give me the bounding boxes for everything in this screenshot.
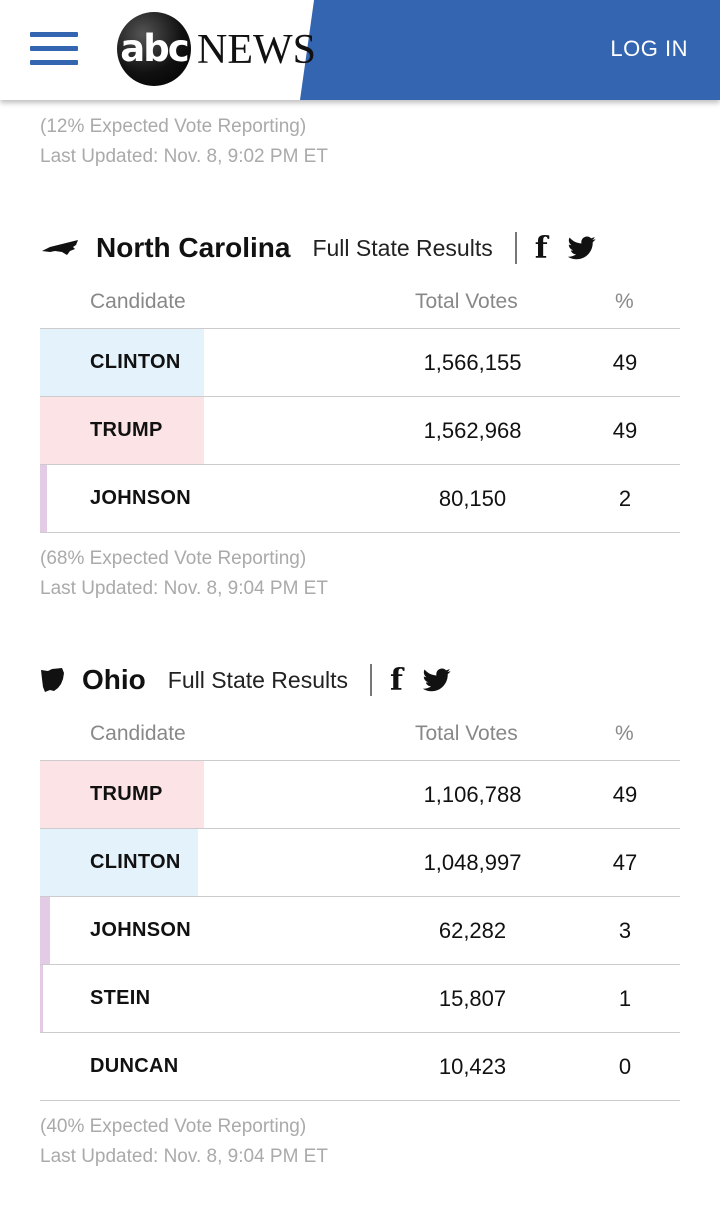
total-votes-header: Total Votes — [415, 722, 518, 745]
candidate-name: CLINTON — [90, 851, 181, 873]
abc-logo-circle: abc — [117, 12, 191, 86]
header-blue-panel-solid — [420, 0, 720, 100]
candidate-name: CLINTON — [90, 351, 181, 373]
last-updated-text: Last Updated: Nov. 8, 9:02 PM ET — [40, 146, 328, 167]
candidate-header: Candidate — [90, 290, 186, 313]
reporting-text: (12% Expected Vote Reporting) — [40, 116, 307, 137]
menu-icon[interactable] — [30, 32, 78, 66]
north-carolina-shape-icon — [42, 240, 78, 255]
twitter-icon[interactable] — [567, 236, 596, 260]
table-row: STEIN 15,807 1 — [40, 965, 680, 1033]
candidate-header: Candidate — [90, 722, 186, 745]
candidate-name: DUNCAN — [90, 1055, 179, 1077]
vote-count: 1,106,788 — [423, 782, 522, 807]
state-name: North Carolina — [96, 232, 291, 263]
vote-count: 10,423 — [438, 1054, 507, 1079]
twitter-icon[interactable] — [422, 668, 451, 692]
facebook-icon[interactable]: f — [534, 230, 548, 266]
candidate-name: STEIN — [90, 987, 151, 1009]
vote-share-bar — [40, 829, 198, 896]
vote-count: 1,562,968 — [423, 418, 522, 443]
vote-percent: 47 — [612, 850, 638, 875]
full-state-results-link[interactable]: Full State Results — [312, 234, 493, 261]
vote-percent: 1 — [618, 986, 632, 1011]
vote-count: 1,048,997 — [423, 850, 522, 875]
facebook-icon[interactable]: f — [390, 662, 403, 698]
vote-share-bar — [40, 465, 47, 532]
full-state-results-link[interactable]: Full State Results — [167, 666, 349, 693]
vote-count: 15,807 — [438, 986, 507, 1011]
previous-state-meta: (12% Expected Vote Reporting) Last Updat… — [40, 112, 328, 172]
login-link[interactable]: LOG IN — [610, 36, 688, 61]
reporting-text: (40% Expected Vote Reporting) — [40, 1116, 307, 1137]
top-header: abc NEWS LOG IN — [0, 0, 720, 100]
vote-share-bar — [40, 397, 204, 464]
percent-header: % — [615, 722, 634, 745]
total-votes-header: Total Votes — [415, 290, 518, 313]
candidate-name: TRUMP — [90, 419, 163, 441]
ohio-shape-icon — [41, 668, 64, 692]
table-header: Candidate Total Votes % — [40, 278, 680, 329]
last-updated-text: Last Updated: Nov. 8, 9:04 PM ET — [40, 578, 328, 599]
state-name: Ohio — [82, 664, 146, 695]
vote-share-bar — [40, 897, 50, 964]
vote-percent: 49 — [612, 350, 638, 375]
vote-count: 62,282 — [438, 918, 507, 943]
north-carolina-meta: (68% Expected Vote Reporting) Last Updat… — [40, 544, 328, 604]
vote-count: 1,566,155 — [423, 350, 522, 375]
table-row: DUNCAN 10,423 0 — [40, 1033, 680, 1101]
vote-share-bar — [40, 761, 204, 828]
results-table-ohio: Candidate Total Votes % TRUMP 1,106,788 … — [40, 710, 680, 1101]
table-header: Candidate Total Votes % — [40, 710, 680, 761]
table-row: TRUMP 1,562,968 49 — [40, 397, 680, 465]
vote-count: 80,150 — [438, 486, 507, 511]
vote-percent: 49 — [612, 418, 638, 443]
percent-header: % — [615, 290, 634, 313]
divider — [370, 664, 373, 696]
vote-percent: 2 — [618, 486, 632, 511]
vote-share-bar — [40, 965, 43, 1032]
news-wordmark: NEWS — [197, 27, 316, 73]
vote-share-bar — [40, 329, 204, 396]
state-header-ohio: Ohio Full State Results f — [40, 660, 451, 700]
vote-percent: 49 — [612, 782, 638, 807]
table-row: CLINTON 1,048,997 47 — [40, 829, 680, 897]
vote-percent: 3 — [618, 918, 632, 943]
vote-percent: 0 — [618, 1054, 632, 1079]
last-updated-text: Last Updated: Nov. 8, 9:04 PM ET — [40, 1146, 328, 1167]
divider — [514, 232, 517, 264]
table-row: TRUMP 1,106,788 49 — [40, 761, 680, 829]
table-row: JOHNSON 80,150 2 — [40, 465, 680, 533]
candidate-name: JOHNSON — [90, 919, 192, 941]
reporting-text: (68% Expected Vote Reporting) — [40, 548, 307, 569]
ohio-meta: (40% Expected Vote Reporting) Last Updat… — [40, 1112, 328, 1172]
state-header-north-carolina: North Carolina Full State Results f — [40, 228, 596, 268]
candidate-name: JOHNSON — [90, 487, 192, 509]
results-table-north-carolina: Candidate Total Votes % CLINTON 1,566,15… — [40, 278, 680, 533]
table-row: JOHNSON 62,282 3 — [40, 897, 680, 965]
abc-news-logo[interactable]: abc NEWS — [117, 12, 317, 88]
table-row: CLINTON 1,566,155 49 — [40, 329, 680, 397]
candidate-name: TRUMP — [90, 783, 163, 805]
